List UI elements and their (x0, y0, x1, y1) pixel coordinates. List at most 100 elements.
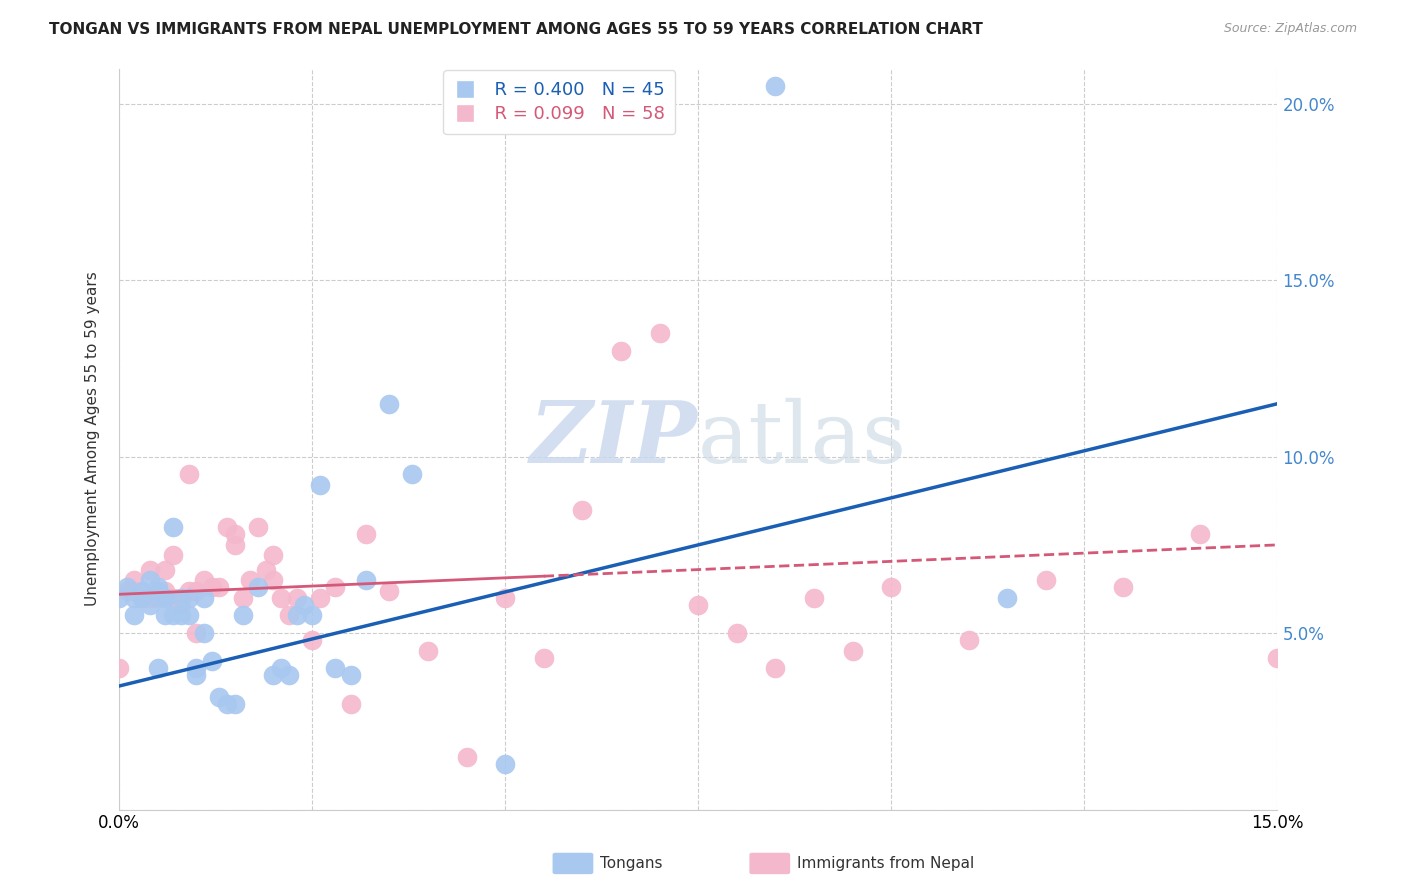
Point (170, 591, 193, 605)
Text: TONGAN VS IMMIGRANTS FROM NEPAL UNEMPLOYMENT AMONG AGES 55 TO 59 YEARS CORRELATI: TONGAN VS IMMIGRANTS FROM NEPAL UNEMPLOY… (49, 22, 983, 37)
Point (177, 467, 200, 482)
Point (278, 608, 301, 623)
Point (354, 527, 377, 541)
Point (494, 591, 516, 605)
Point (571, 502, 593, 516)
Point (224, 697, 246, 711)
Point (270, 591, 292, 605)
Point (765, 79, 787, 94)
Point (186, 583, 208, 598)
Text: Tongans: Tongans (600, 856, 662, 871)
Point (217, 697, 239, 711)
Text: atlas: atlas (699, 398, 907, 481)
Point (1267, 650, 1289, 665)
Point (323, 661, 346, 675)
Point (155, 591, 177, 605)
Point (285, 591, 308, 605)
Point (401, 467, 423, 482)
Point (416, 644, 439, 658)
Point (146, 591, 169, 605)
Point (146, 583, 169, 598)
Point (232, 608, 254, 623)
Point (648, 326, 671, 341)
Point (162, 608, 184, 623)
Point (725, 626, 748, 640)
Y-axis label: Unemployment Among Ages 55 to 59 years: Unemployment Among Ages 55 to 59 years (86, 272, 100, 607)
Point (1112, 580, 1135, 594)
Point (610, 343, 633, 358)
Point (146, 583, 169, 598)
Point (803, 591, 825, 605)
Point (339, 697, 361, 711)
Point (108, 661, 131, 675)
Point (139, 598, 162, 612)
Point (995, 591, 1018, 605)
Point (254, 563, 277, 577)
Point (247, 520, 270, 534)
Point (201, 654, 224, 668)
Point (1189, 527, 1212, 541)
Point (193, 591, 215, 605)
Point (841, 644, 863, 658)
Point (155, 563, 177, 577)
Point (308, 478, 330, 492)
Point (193, 573, 215, 587)
Point (957, 633, 980, 648)
Point (162, 549, 184, 563)
Point (177, 583, 200, 598)
Point (131, 583, 153, 598)
Point (170, 598, 193, 612)
Point (270, 661, 292, 675)
Point (177, 608, 200, 623)
Point (263, 668, 285, 682)
Point (131, 591, 153, 605)
Text: ZIP: ZIP (530, 397, 699, 481)
Point (378, 583, 401, 598)
Point (323, 580, 346, 594)
Point (146, 661, 169, 675)
Point (354, 573, 377, 587)
Point (115, 583, 138, 598)
Point (193, 626, 215, 640)
Point (155, 608, 177, 623)
Point (155, 591, 177, 605)
Point (263, 573, 285, 587)
Point (170, 591, 193, 605)
Point (533, 650, 555, 665)
Point (186, 661, 208, 675)
Point (1035, 573, 1057, 587)
Point (186, 626, 208, 640)
Point (239, 573, 262, 587)
Point (301, 633, 323, 648)
Point (139, 563, 162, 577)
Point (378, 397, 401, 411)
Point (162, 520, 184, 534)
Point (208, 690, 231, 704)
Point (247, 580, 270, 594)
Legend:   R = 0.400   N = 45,   R = 0.099   N = 58: R = 0.400 N = 45, R = 0.099 N = 58 (443, 70, 675, 134)
Point (224, 538, 246, 552)
Point (880, 580, 903, 594)
Point (124, 573, 146, 587)
Point (688, 598, 710, 612)
Point (146, 580, 169, 594)
Point (232, 591, 254, 605)
Point (108, 591, 131, 605)
Point (308, 591, 330, 605)
Point (292, 598, 315, 612)
Text: Immigrants from Nepal: Immigrants from Nepal (797, 856, 974, 871)
Point (155, 583, 177, 598)
Point (124, 591, 146, 605)
Point (124, 608, 146, 623)
Point (186, 668, 208, 682)
Point (278, 668, 301, 682)
Point (301, 608, 323, 623)
Point (115, 580, 138, 594)
Point (456, 749, 478, 764)
Text: Source: ZipAtlas.com: Source: ZipAtlas.com (1223, 22, 1357, 36)
Point (217, 520, 239, 534)
Point (131, 591, 153, 605)
Point (139, 573, 162, 587)
Point (162, 591, 184, 605)
Point (285, 608, 308, 623)
